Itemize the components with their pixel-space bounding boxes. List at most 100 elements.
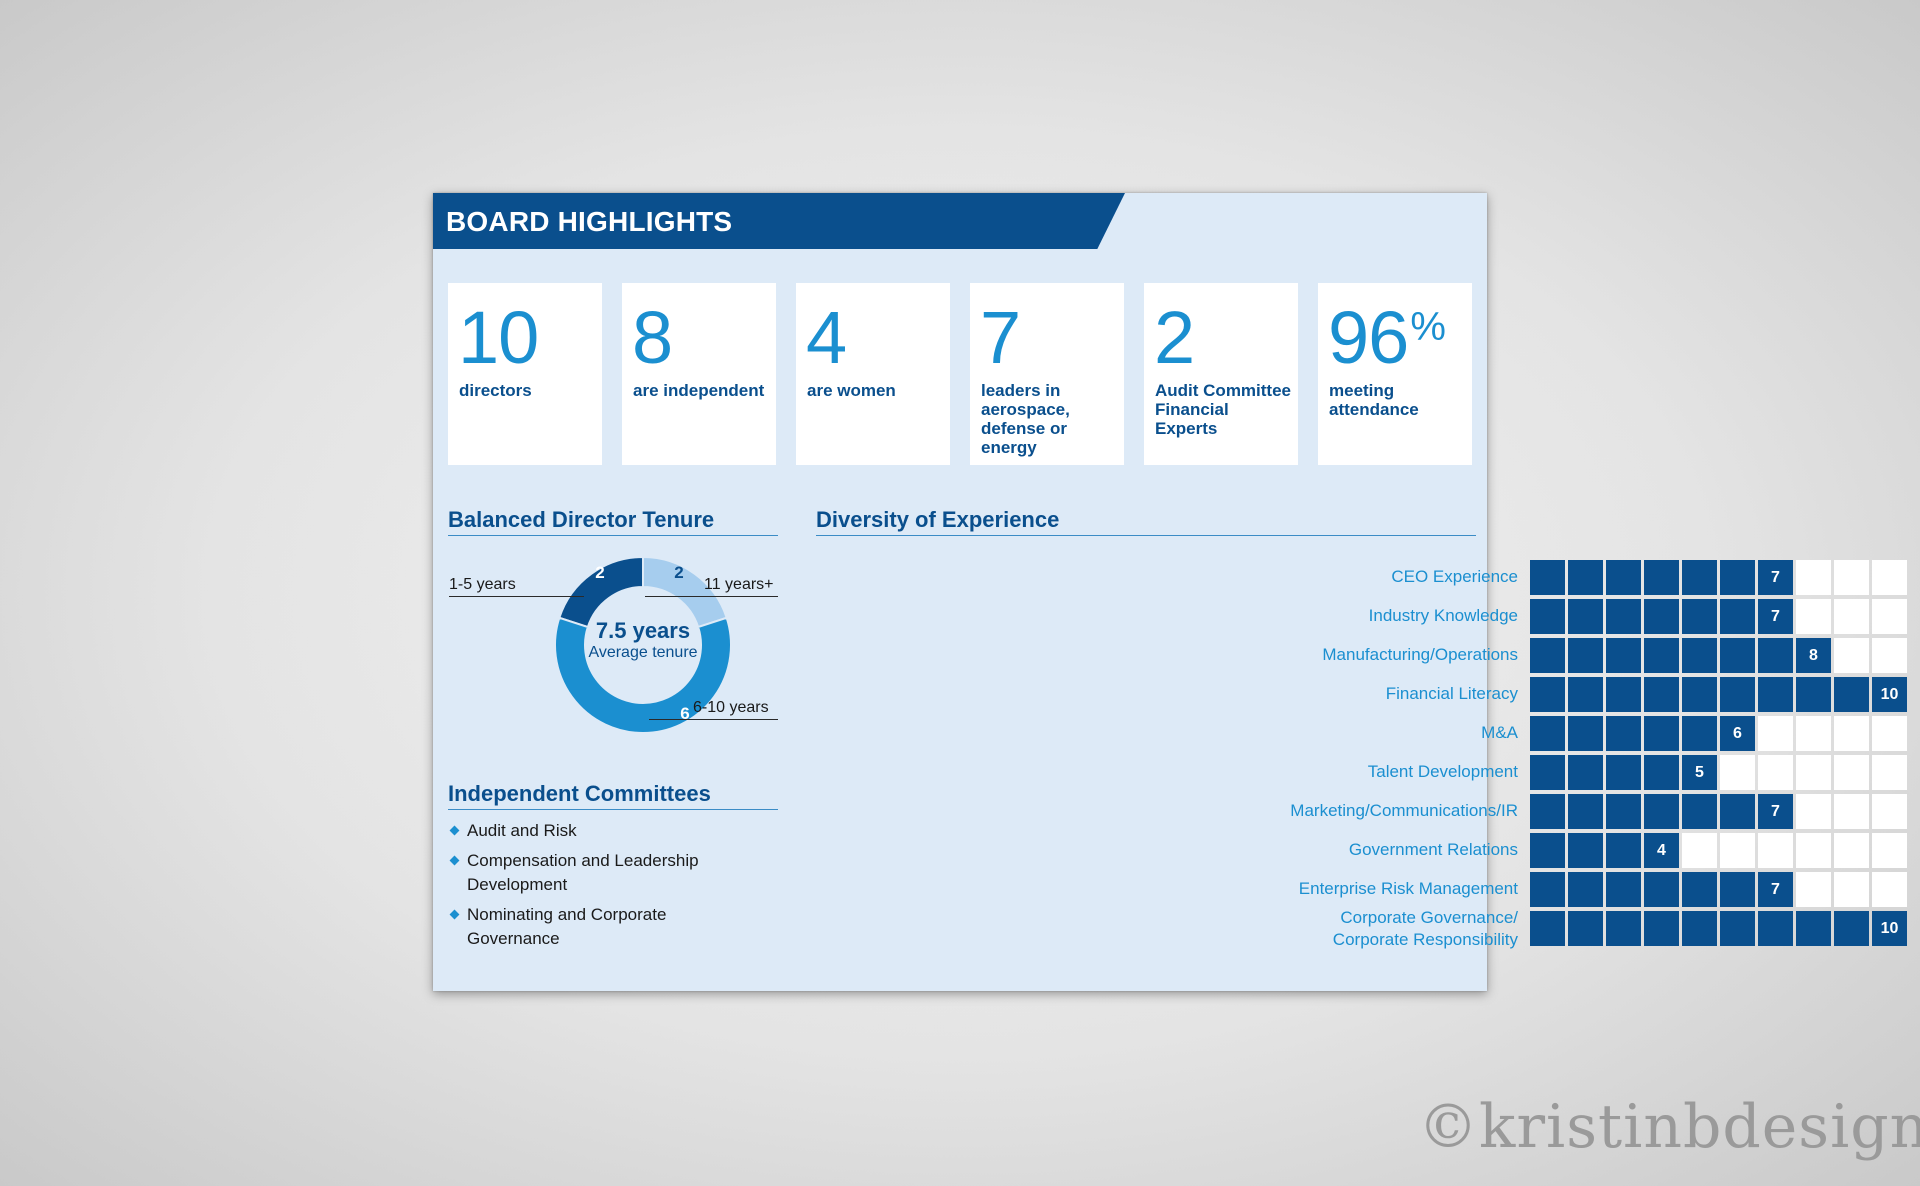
experience-cell-empty — [1834, 716, 1869, 751]
stat-label: Audit Committee Financial Experts — [1155, 381, 1291, 438]
experience-cell-filled — [1606, 716, 1641, 751]
stat-box: 4 are women — [796, 283, 950, 465]
tenure-donut-area: 2 2 6 7.5 years Average tenure — [493, 557, 793, 757]
experience-count: 7 — [1758, 560, 1793, 595]
experience-cell-filled — [1568, 677, 1603, 712]
experience-row: Talent Development 5 — [866, 755, 1907, 790]
experience-cell-empty — [1796, 794, 1831, 829]
experience-cell-empty — [1834, 833, 1869, 868]
experience-cell-filled — [1568, 794, 1603, 829]
tenure-donut-chart: 2 2 6 — [554, 557, 732, 734]
experience-cell-empty — [1796, 872, 1831, 907]
experience-cell-empty — [1834, 872, 1869, 907]
stat-number: 10 — [458, 296, 539, 379]
stat-box: 96% meeting attendance — [1318, 283, 1472, 465]
experience-cell-filled — [1568, 716, 1603, 751]
tenure-leader-1-5 — [449, 596, 584, 597]
experience-cell-filled — [1644, 599, 1679, 634]
experience-label-line: Talent Development — [1367, 762, 1518, 781]
experience-cell-filled — [1720, 794, 1755, 829]
experience-cell-empty — [1796, 833, 1831, 868]
experience-cell-filled — [1606, 794, 1641, 829]
experience-label: Talent Development — [1368, 761, 1518, 783]
tenure-label-11-plus: 11 years+ — [704, 576, 774, 593]
experience-count: 7 — [1758, 872, 1793, 907]
tenure-leader-11-plus — [645, 596, 778, 597]
experience-row: Financial Literacy 10 — [866, 677, 1907, 712]
experience-label: Manufacturing/Operations — [1322, 644, 1518, 666]
experience-cell-filled — [1606, 755, 1641, 790]
diamond-bullet-icon — [449, 855, 460, 866]
experience-cell-empty — [1872, 638, 1907, 673]
donut-count-label: 2 — [674, 563, 683, 582]
experience-cell-filled — [1644, 911, 1679, 946]
stat-box: 8 are independent — [622, 283, 776, 465]
experience-cell-filled — [1758, 677, 1793, 712]
tenure-label-6-10: 6-10 years — [693, 699, 769, 716]
experience-cell-filled — [1568, 872, 1603, 907]
experience-cell-filled — [1606, 677, 1641, 712]
experience-label-line: M&A — [1481, 723, 1518, 742]
experience-cell-filled — [1530, 911, 1565, 946]
experience-cell-filled — [1644, 716, 1679, 751]
experience-cell-empty — [1720, 755, 1755, 790]
committees-title: Independent Committees — [448, 781, 711, 806]
stat-label: directors — [459, 381, 532, 400]
experience-title: Diversity of Experience — [816, 507, 1060, 532]
stat-suffix: % — [1410, 305, 1446, 349]
experience-cell-filled — [1644, 638, 1679, 673]
experience-cell-filled — [1568, 833, 1603, 868]
stat-label: leaders in aerospace, defense or energy — [981, 381, 1070, 457]
experience-cell-empty — [1682, 833, 1717, 868]
experience-cell-filled — [1682, 677, 1717, 712]
experience-row: Manufacturing/Operations 8 — [866, 638, 1907, 673]
experience-row: Corporate Governance/Corporate Responsib… — [866, 908, 1907, 949]
experience-cell-empty — [1834, 638, 1869, 673]
experience-cell-filled — [1682, 560, 1717, 595]
experience-cell-empty — [1872, 560, 1907, 595]
experience-cell-filled — [1720, 638, 1755, 673]
experience-cell-empty — [1872, 872, 1907, 907]
experience-cell-filled — [1682, 638, 1717, 673]
committee-list: Audit and Risk Compensation and Leadersh… — [449, 819, 749, 957]
experience-cell-filled — [1682, 872, 1717, 907]
experience-row: CEO Experience 7 — [866, 560, 1907, 595]
experience-cell-filled — [1682, 911, 1717, 946]
experience-label-line: Financial Literacy — [1385, 684, 1518, 703]
experience-cell-filled — [1530, 872, 1565, 907]
stat-value: 7 — [980, 301, 1021, 375]
committees-rule — [448, 809, 778, 810]
stat-number: 8 — [632, 296, 673, 379]
experience-label-line: Corporate Responsibility — [1332, 929, 1518, 949]
stat-value: 4 — [806, 301, 847, 375]
experience-cell-filled — [1720, 911, 1755, 946]
experience-count: 10 — [1872, 677, 1907, 712]
experience-cell-empty — [1834, 794, 1869, 829]
experience-row: Marketing/Communications/IR 7 — [866, 794, 1907, 829]
experience-cell-filled — [1606, 911, 1641, 946]
experience-cell-filled — [1568, 638, 1603, 673]
experience-cell-filled — [1720, 560, 1755, 595]
average-tenure-value: 7.5 years — [595, 618, 691, 643]
experience-cell-empty — [1834, 560, 1869, 595]
stat-box: 2 Audit Committee Financial Experts — [1144, 283, 1298, 465]
experience-cell-filled — [1796, 911, 1831, 946]
stat-value: 8 — [632, 301, 673, 375]
experience-cell-empty — [1872, 716, 1907, 751]
experience-count: 10 — [1872, 911, 1907, 946]
experience-grid: CEO Experience 7 Industry Knowledge 7 Manufa… — [866, 560, 1907, 960]
tenure-rule — [448, 535, 778, 536]
tenure-leader-6-10 — [649, 719, 778, 720]
stat-number: 7 — [980, 296, 1021, 379]
committee-item: Nominating and Corporate Governance — [449, 903, 749, 951]
experience-row: Government Relations 4 — [866, 833, 1907, 868]
experience-cell-empty — [1758, 716, 1793, 751]
experience-cell-filled — [1834, 677, 1869, 712]
experience-cell-filled — [1606, 872, 1641, 907]
experience-label-line: Government Relations — [1348, 840, 1518, 859]
experience-label: CEO Experience — [1391, 566, 1518, 588]
experience-cell-empty — [1758, 833, 1793, 868]
experience-cell-filled — [1568, 755, 1603, 790]
experience-cell-filled — [1644, 755, 1679, 790]
experience-cell-filled — [1568, 599, 1603, 634]
